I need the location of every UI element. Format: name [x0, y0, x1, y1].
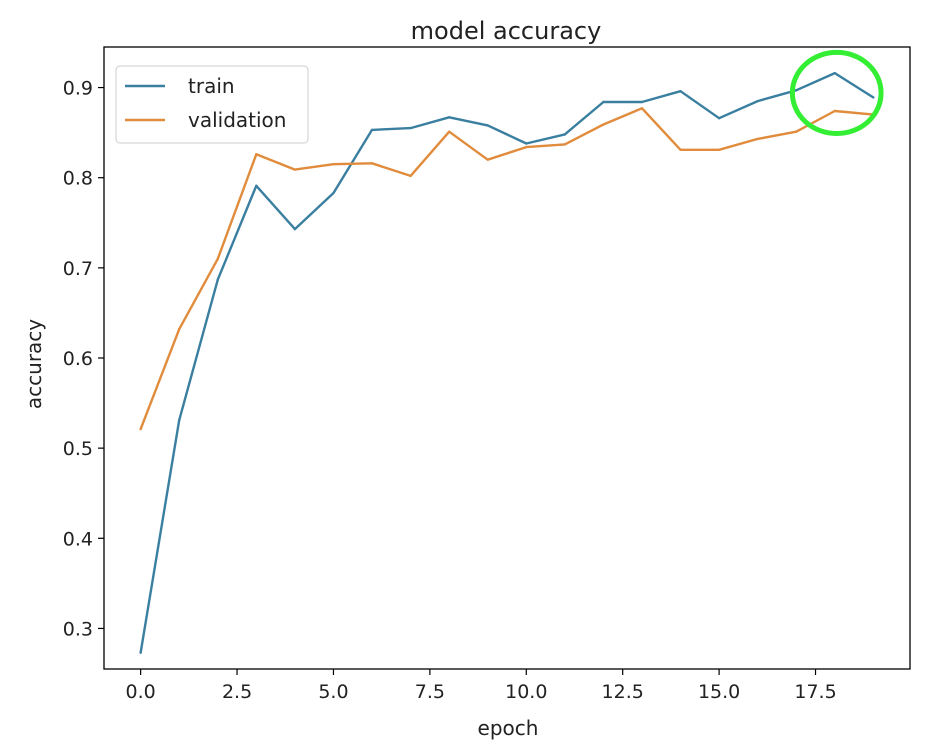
x-tick-label: 10.0 [505, 681, 547, 703]
data-point-validation [717, 148, 721, 151]
data-point-validation [679, 148, 682, 151]
data-point-validation [139, 428, 142, 431]
data-point-train [486, 124, 489, 127]
data-point-train [602, 100, 605, 104]
data-point-train [216, 278, 219, 281]
plot-area: 0.0 2.5 5.0 7.5 10.0 12.5 15.0 17.5 0.3 0.4 0.5 0.6… [63, 46, 911, 703]
x-axis-label: epoch [478, 716, 539, 740]
data-point-train [756, 99, 759, 103]
data-point-validation [370, 162, 374, 165]
data-point-train [332, 191, 335, 195]
data-point-train [255, 184, 258, 188]
data-point-train [717, 117, 721, 120]
y-tick-label: 0.4 [63, 528, 93, 550]
data-point-train [640, 100, 644, 104]
data-point-validation [602, 123, 605, 126]
data-point-validation [525, 145, 528, 149]
data-point-validation [756, 137, 759, 141]
data-point-validation [293, 168, 297, 171]
y-axis-label: accuracy [22, 319, 46, 409]
data-point-validation [255, 153, 258, 156]
data-point-train [139, 651, 142, 654]
legend-label-validation: validation [188, 108, 286, 132]
data-point-train [563, 133, 567, 136]
data-point-train [447, 116, 451, 119]
data-point-train [833, 71, 836, 75]
x-tick-label: 0.0 [126, 681, 156, 703]
legend: train validation [115, 65, 309, 144]
data-point-train [370, 128, 374, 132]
data-point-validation [216, 257, 219, 261]
x-tick-label: 17.5 [794, 681, 836, 703]
chart-title: model accuracy [411, 17, 602, 45]
data-point-validation [640, 107, 644, 110]
x-tick-label: 15.0 [698, 681, 740, 703]
y-tick-label: 0.5 [63, 438, 93, 460]
x-tick-label: 5.0 [318, 681, 348, 703]
data-point-train [679, 89, 682, 93]
data-point-train [872, 96, 875, 99]
x-tick-label: 12.5 [602, 681, 644, 703]
data-point-train [293, 227, 297, 231]
data-point-train [409, 126, 412, 130]
y-tick-label: 0.7 [63, 258, 93, 280]
series-line-validation [139, 107, 874, 430]
y-tick-label: 0.3 [63, 618, 93, 640]
data-point-validation [486, 158, 489, 161]
highlight-ellipse [789, 49, 884, 137]
x-tick-label: 7.5 [415, 681, 445, 703]
y-tick-label: 0.6 [63, 348, 93, 370]
data-point-validation [447, 130, 451, 133]
series-line-train [139, 71, 875, 653]
x-tick-label: 2.5 [222, 681, 252, 703]
data-point-validation [833, 109, 836, 113]
data-point-validation [409, 174, 412, 178]
data-point-train [795, 89, 798, 92]
y-tick-label: 0.9 [63, 78, 93, 100]
data-point-validation [563, 143, 567, 146]
data-point-validation [332, 162, 335, 166]
legend-label-train: train [188, 74, 235, 98]
data-point-validation [795, 130, 798, 133]
data-point-train [525, 142, 528, 145]
data-point-validation [178, 327, 181, 331]
y-tick-label: 0.8 [63, 168, 93, 190]
data-point-train [178, 419, 181, 422]
